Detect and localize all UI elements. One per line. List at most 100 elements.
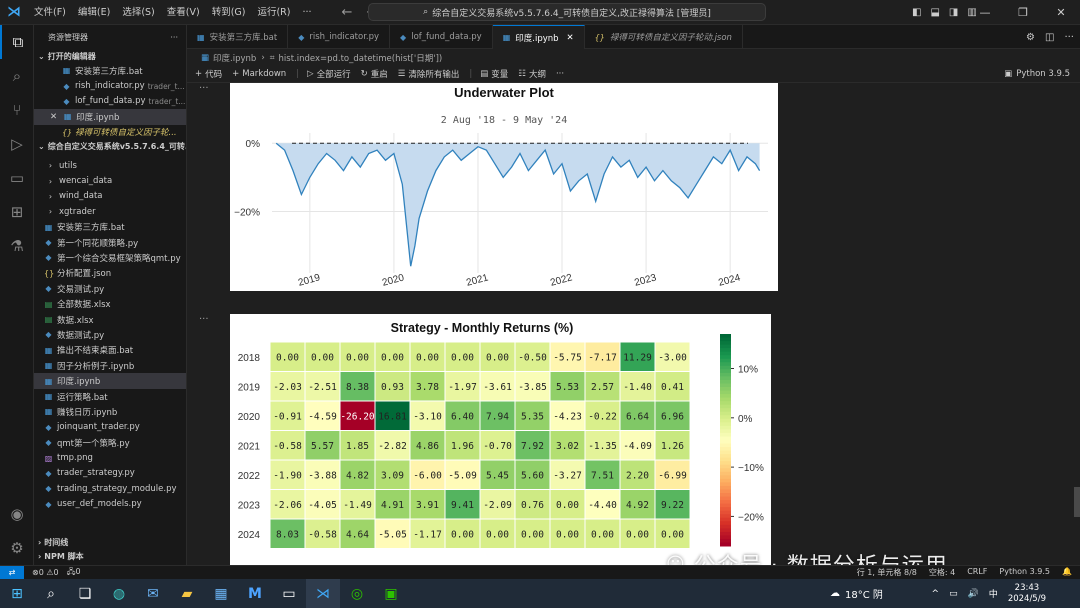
file-explorer-icon[interactable]: ▰ (181, 585, 193, 602)
task-view-icon[interactable]: ❏ (78, 585, 92, 602)
cell-more-icon[interactable]: ··· (199, 314, 209, 325)
wechat-icon[interactable]: ◎ (350, 585, 364, 602)
minimize-icon[interactable]: — (979, 6, 991, 19)
file-item[interactable]: ◆ 交易测试.py (34, 281, 186, 296)
m-app-icon[interactable]: M (248, 585, 262, 602)
windows-start-icon[interactable]: ⊞ (11, 585, 23, 602)
close-icon[interactable]: ✕ (1056, 6, 1066, 19)
customize-layout-icon[interactable]: ▥ (967, 7, 977, 18)
menu-go[interactable]: 转到(G) (211, 6, 246, 18)
manage-gear-icon[interactable]: ⚙ (10, 539, 24, 557)
close-tab-icon[interactable]: ✕ (566, 32, 574, 43)
file-item[interactable]: ▨ tmp.png (34, 450, 186, 465)
file-item[interactable]: ◆ 第一个综合交易框架策略qmt.py (34, 250, 186, 265)
language-mode[interactable]: Python 3.9.5 (999, 567, 1051, 576)
open-editor-item[interactable]: ◆ lof_fund_data.py trader_t... (34, 94, 186, 109)
add-code-button[interactable]: + 代码 (195, 68, 222, 80)
remote-indicator-icon[interactable]: ⇄ (0, 565, 24, 580)
ports-count[interactable]: 🖧0 (66, 566, 81, 576)
mail-icon[interactable]: ✉ (147, 585, 159, 602)
toggle-secondary-sidebar-icon[interactable]: ◨ (948, 7, 959, 18)
npm-scripts-section[interactable]: › NPM 脚本 (38, 551, 84, 561)
more-actions-icon[interactable]: ··· (170, 32, 178, 42)
volume-icon[interactable]: 🔊 (967, 588, 979, 599)
edge-browser-icon[interactable]: ◍ (112, 585, 126, 602)
open-editors-section[interactable]: ⌄ 打开的编辑器 (34, 49, 186, 63)
file-item[interactable]: ▦ 安装第三方库.bat (34, 220, 186, 235)
folder-item[interactable]: › utils (34, 158, 186, 173)
tray-overflow-icon[interactable]: ^ (931, 588, 940, 599)
testing-icon[interactable]: ⚗ (10, 237, 24, 255)
file-item[interactable]: ◆ 第一个同花顺策略.py (34, 235, 186, 250)
toolbar-more-button[interactable]: ··· (555, 69, 565, 79)
toggle-panel-icon[interactable]: ⬓ (930, 7, 940, 18)
green-app-icon[interactable]: ▣ (384, 585, 398, 602)
extensions-icon[interactable]: ⊞ (10, 203, 24, 221)
toggle-primary-sidebar-icon[interactable]: ◧ (912, 7, 922, 18)
more-actions-icon[interactable]: ··· (1064, 31, 1074, 43)
cell-position[interactable]: 行 1, 单元格 8/8 (856, 568, 917, 577)
vscode-taskbar-icon[interactable]: ⋊ (306, 579, 340, 608)
breadcrumb-file[interactable]: 印度.ipynb (213, 53, 257, 64)
problems-count[interactable]: ⊗0 ⚠0 (32, 568, 59, 577)
file-item[interactable]: ▦ 赚钱日历.ipynb (34, 404, 186, 419)
run-all-button[interactable]: ▷ 全部运行 (307, 68, 351, 80)
remote-explorer-icon[interactable]: ▭ (9, 169, 25, 187)
clear-outputs-button[interactable]: ☰ 清除所有输出 (398, 68, 460, 80)
tab-json-preview[interactable]: {} 禄得可转债自定义因子轮动.json (585, 25, 743, 49)
file-item[interactable]: ▦ 推出不结束桌面.bat (34, 343, 186, 358)
file-item[interactable]: ▦ 因子分析例子.ipynb (34, 358, 186, 373)
clock[interactable]: 23:43 2024/5/9 (1008, 583, 1046, 605)
settings-gear-icon[interactable]: ⚙ (1026, 31, 1035, 43)
tab-install-bat[interactable]: ▦ 安装第三方库.bat (187, 25, 289, 49)
project-section[interactable]: ⌄ 综合自定义交易系统v5.5.7.6.4_可转... (34, 140, 186, 154)
timeline-section[interactable]: › 时间线 (38, 537, 69, 547)
terminal-icon[interactable]: ▭ (282, 585, 296, 602)
notifications-bell-icon[interactable]: 🔔 (1062, 567, 1072, 576)
open-editor-item[interactable]: ▦ 安装第三方库.bat (34, 63, 186, 78)
account-icon[interactable]: ◉ (10, 505, 24, 523)
vertical-scrollbar[interactable] (1074, 487, 1080, 517)
file-item[interactable]: ◆ joinquant_trader.py (34, 420, 186, 435)
file-item[interactable]: {} 分析配置.json (34, 266, 186, 281)
file-item[interactable]: ▦ 印度.ipynb (34, 373, 186, 389)
breadcrumb-cell[interactable]: hist.index=pd.to_datetime(hist['日期']) (278, 53, 443, 64)
menu-file[interactable]: 文件(F) (34, 6, 66, 18)
tab-lof-fund-data[interactable]: ◆ lof_fund_data.py (390, 25, 493, 49)
kernel-picker[interactable]: ▣ Python 3.9.5 (1004, 69, 1070, 79)
open-editor-item[interactable]: ✕ ▦ 印度.ipynb (34, 109, 186, 125)
file-item[interactable]: ◆ 数据测试.py (34, 327, 186, 342)
menu-more[interactable]: ··· (302, 6, 312, 18)
restore-icon[interactable]: ❐ (1018, 6, 1028, 19)
folder-item[interactable]: › wencai_data (34, 173, 186, 188)
file-item[interactable]: ▤ 全部数据.xlsx (34, 296, 186, 311)
add-markdown-button[interactable]: + Markdown (232, 69, 286, 79)
open-editor-item[interactable]: ◆ rish_indicator.py trader_t... (34, 78, 186, 93)
line-ending[interactable]: CRLF (967, 567, 988, 576)
file-item[interactable]: ◆ user_def_models.py (34, 497, 186, 512)
menu-view[interactable]: 查看(V) (166, 6, 200, 18)
close-editor-icon[interactable]: ✕ (50, 111, 58, 122)
restart-button[interactable]: ↻ 重启 (361, 68, 388, 80)
ime-indicator[interactable]: 中 (988, 590, 998, 600)
file-item[interactable]: ▦ 运行策略.bat (34, 389, 186, 404)
folder-item[interactable]: › xgtrader (34, 204, 186, 219)
search-icon[interactable]: ⌕ (12, 67, 22, 85)
network-icon[interactable]: ▭ (949, 588, 958, 599)
tab-india-notebook[interactable]: ▦ 印度.ipynb ✕ (492, 25, 585, 49)
file-item[interactable]: ◆ qmt第一个策略.py (34, 435, 186, 450)
variables-button[interactable]: ▤ 变量 (480, 68, 508, 80)
menu-run[interactable]: 运行(R) (257, 6, 291, 18)
run-debug-icon[interactable]: ▷ (11, 135, 23, 153)
search-icon[interactable]: ⌕ (47, 585, 55, 602)
store-icon[interactable]: ▦ (214, 585, 228, 602)
folder-item[interactable]: › wind_data (34, 189, 186, 204)
cell-more-icon[interactable]: ··· (199, 83, 209, 94)
outline-button[interactable]: ☷ 大纲 (518, 68, 546, 80)
indent-setting[interactable]: 空格: 4 (928, 568, 956, 577)
file-item[interactable]: ◆ trader_strategy.py (34, 466, 186, 481)
tab-rish-indicator[interactable]: ◆ rish_indicator.py (288, 25, 391, 49)
menu-edit[interactable]: 编辑(E) (77, 6, 111, 18)
explorer-icon[interactable]: ⧉ (0, 25, 34, 59)
command-center[interactable]: ⌕ 综合自定义交易系统v5.5.7.6.4_可转债自定义,改正禄得算法 [管理员… (368, 3, 766, 21)
